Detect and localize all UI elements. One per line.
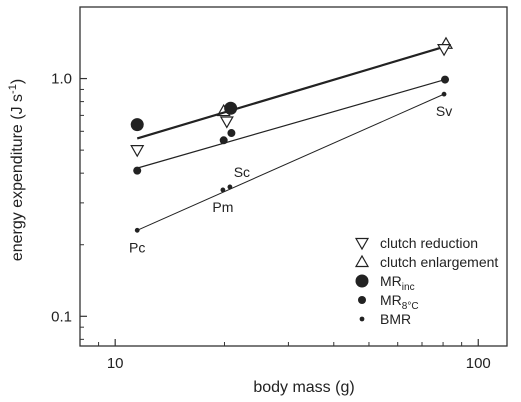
point-label: Sc <box>234 164 250 180</box>
data-point <box>219 136 228 145</box>
legend-marker <box>355 274 369 288</box>
legend-label: clutch enlargement <box>380 254 498 270</box>
legend-label-main: clutch enlargement <box>380 254 498 270</box>
data-point <box>216 103 231 117</box>
legend-marker <box>354 254 370 268</box>
point-annotations: Pc Pm Sc Sv <box>129 103 452 255</box>
legend-label: MR8°C <box>380 292 419 312</box>
legend-label-main: MR <box>380 292 402 308</box>
y-tick-label: 1.0 <box>51 71 72 88</box>
legend: clutch reduction clutch enlargement MRincM… <box>354 235 498 327</box>
axis-ticks: 10 100 0.1 1.0 <box>51 6 491 372</box>
y-axis-title: energy expenditure (J s-1) <box>7 79 26 261</box>
legend-label-subscript: inc <box>402 282 415 293</box>
y-axis-title-close: ) <box>9 79 26 84</box>
legend-label-main: clutch reduction <box>380 235 478 251</box>
legend-label: MRinc <box>380 273 415 293</box>
data-point <box>227 129 236 138</box>
legend-label-main: BMR <box>380 311 411 327</box>
data-point <box>441 75 450 84</box>
legend-label-main: MR <box>380 273 402 289</box>
data-point <box>220 187 226 193</box>
data-point <box>227 184 233 190</box>
legend-marker <box>354 237 370 251</box>
y-axis-title-superscript: -1 <box>7 84 19 94</box>
legend-label: clutch reduction <box>380 235 478 251</box>
fit-line <box>136 45 445 140</box>
y-axis-title-main: energy expenditure (J s <box>9 94 26 261</box>
legend-label-subscript: 8°C <box>402 301 419 312</box>
plot-border <box>79 6 508 347</box>
data-point <box>437 44 452 57</box>
plot-frame <box>79 6 508 347</box>
x-tick-label: 10 <box>107 355 124 372</box>
data-point <box>130 118 144 132</box>
point-label: Pm <box>212 199 233 215</box>
data-point <box>134 227 140 233</box>
x-tick-label: 100 <box>466 355 491 372</box>
data-point <box>219 116 234 129</box>
data-points <box>130 36 454 233</box>
fit-line <box>137 79 446 169</box>
data-point <box>441 91 447 97</box>
x-axis-title: body mass (g) <box>253 379 354 396</box>
legend-marker <box>359 316 365 322</box>
point-label: Sv <box>436 103 452 119</box>
fit-line <box>137 93 445 231</box>
data-point <box>133 166 142 175</box>
legend-label: BMR <box>380 311 411 327</box>
y-tick-label: 0.1 <box>51 308 72 325</box>
fit-lines <box>136 45 446 231</box>
data-point <box>130 145 145 158</box>
legend-marker <box>358 296 366 304</box>
point-label: Pc <box>129 239 145 255</box>
